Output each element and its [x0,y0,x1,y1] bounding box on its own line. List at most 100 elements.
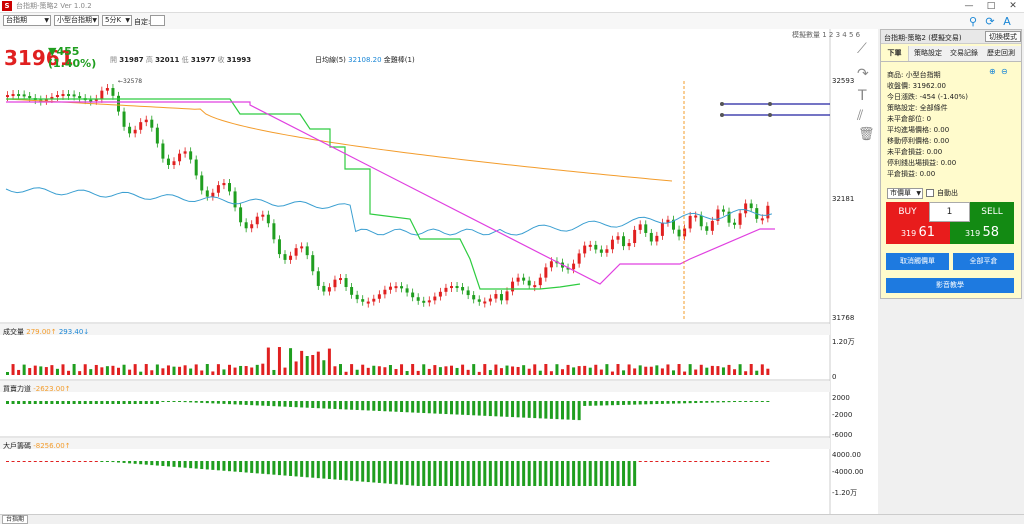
volume-bar [22,364,26,375]
minimize-button[interactable]: — [964,1,974,11]
volume-bar [239,365,243,375]
big-bar [721,461,725,462]
order-type-select[interactable]: 市價單 ▼ [887,188,923,199]
volume-bar [605,364,609,375]
big-bar [616,461,620,486]
force-bar [433,401,437,414]
force-bar [200,401,204,403]
big-bar [699,461,703,462]
volume-bar [544,364,548,375]
force-bar [339,401,342,410]
force-bar [155,401,159,404]
zoom-out-icon[interactable]: ⊖ [1001,67,1008,76]
force-bar [577,401,581,421]
volume-bar [161,368,165,375]
maximize-button[interactable]: □ [986,1,996,11]
volume-bar [322,360,326,375]
volume-bar [172,366,176,375]
candle [610,239,614,250]
candle [699,215,703,227]
candle [710,220,714,231]
auto-exit-checkbox[interactable] [926,189,934,197]
big-bar [577,461,581,486]
price-chart[interactable] [0,29,878,514]
trash-icon[interactable]: 🗑 [858,127,875,142]
big-bar [150,461,154,466]
candle [122,111,126,127]
video-tutorial-button[interactable]: 影音教學 [886,278,1014,293]
high-label: 高 [145,56,153,64]
close-button[interactable]: ✕ [1009,1,1017,11]
info-line: 策略設定: 全部條件 [887,104,948,112]
force-bar [461,401,465,415]
force-bar [39,401,43,404]
volume-bar [516,366,520,375]
chart-pane: 模擬數量 1 2 3 4 5 6 31961 ▼455 (1.40%) 開 31… [0,29,878,514]
volume-bar [144,364,148,375]
buy-button[interactable]: BUY [886,202,929,222]
force-bar [755,401,759,402]
force-bar [766,401,770,402]
big-bar [277,461,281,476]
candle [305,246,309,256]
fib-tool-icon[interactable]: ⫽ [857,108,864,124]
zoom-in-icon[interactable]: ⊕ [989,67,996,76]
force-bar [572,401,576,420]
layout-selector[interactable]: 模擬數量 1 2 3 4 5 6 [792,30,860,40]
volume-bar [494,364,498,375]
volume-bar [105,366,109,375]
big-bar [377,461,381,483]
big-bar [111,461,115,463]
big-bar [427,461,431,486]
force-bar [666,401,670,404]
tab-strategy[interactable]: 策略設定 [914,49,942,57]
band-line [5,187,773,236]
big-value: -8256.00↑ [33,442,71,450]
big-bar [233,461,237,472]
volume-bar [316,351,320,375]
force-bar [67,401,71,404]
quantity-input[interactable]: 1 [929,202,970,222]
cancel-trigger-button[interactable]: 取消觸價單 [886,253,949,270]
layout-numbers[interactable]: 1 2 3 4 5 6 [822,31,861,39]
candle [400,286,404,289]
volume-bar [583,365,587,375]
high-marker: ←32578 [118,78,143,85]
candle [605,249,609,253]
toolbar: 台指期 ▼ 小型台指期 ▼ 5分K ▼ 自定: [0,13,1024,29]
custom-input[interactable] [150,15,165,26]
tab-backtest[interactable]: 歷史回測 [987,49,1015,57]
sell-button[interactable]: SELL [970,202,1014,222]
ohlc-readout: 開 31987 高 32011 低 31977 收 31993 [110,55,251,65]
volume-bar [649,366,653,375]
big-bar [17,461,21,462]
big-bar [433,461,437,486]
refresh-icon[interactable]: ⟳ [985,15,995,28]
volume-bar [688,364,692,375]
bid-price-button[interactable]: 319 61 [886,222,950,244]
tab-symbol[interactable]: 台指期 [2,515,29,524]
symbol-select[interactable]: 台指期 ▼ [3,15,51,26]
text-tool-icon[interactable]: T [858,88,867,104]
curve-tool-icon[interactable]: ↷ [857,66,869,82]
hline-handle [768,102,772,106]
close-all-button[interactable]: 全部平倉 [953,253,1014,270]
font-icon[interactable]: A [1003,15,1011,28]
force-bar [139,401,143,404]
interval-select[interactable]: 5分K ▼ [102,15,132,26]
price-change-pct: (1.40%) [48,57,97,70]
ask-price-button[interactable]: 319 58 [950,222,1014,244]
product-select[interactable]: 小型台指期 ▼ [54,15,99,26]
trendline-tool-icon[interactable]: ⟋ [857,41,867,57]
broadcast-icon[interactable]: ⚲ [968,15,978,28]
tab-records[interactable]: 交易記錄 [950,49,978,57]
volume-bar [122,364,126,375]
switch-mode-button[interactable]: 切換模式 [985,31,1021,42]
big-bar [483,461,487,486]
tab-order[interactable]: 下單 [881,46,909,61]
candle [538,277,542,286]
candle [111,88,115,96]
big-bar [366,461,370,483]
big-bar [133,461,137,464]
auto-exit-label: 自動出 [937,189,958,197]
